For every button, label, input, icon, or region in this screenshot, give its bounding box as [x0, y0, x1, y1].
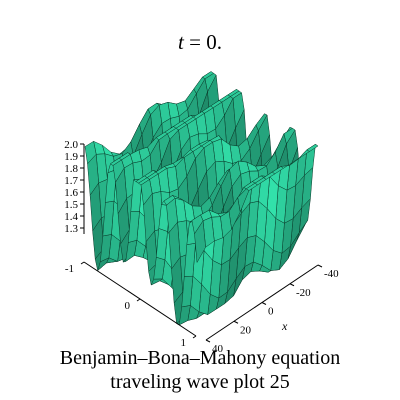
x-tick	[205, 339, 211, 343]
y-tick	[80, 261, 85, 265]
x-tick-label: -40	[324, 268, 339, 280]
x-tick	[289, 283, 295, 287]
axes: 2.01.91.81.71.61.51.41.3 -1 0 1 -40 -20 0 20 40 x	[64, 139, 339, 355]
y-tick-label: 1	[181, 337, 187, 349]
y-tick-label: 0	[125, 300, 131, 312]
x-tick-label: 0	[268, 306, 274, 318]
z-tick-label: 1.8	[64, 163, 78, 175]
surface-patch	[194, 220, 206, 264]
z-tick-label: 1.9	[64, 151, 78, 163]
z-tick-label: 1.6	[64, 187, 78, 199]
caption-line-2: traveling wave plot 25	[110, 371, 290, 393]
surface-mesh	[84, 70, 319, 326]
x-tick-label: -20	[296, 287, 311, 299]
x-axis-label: x	[281, 319, 288, 333]
z-tick-label: 1.3	[64, 223, 78, 235]
z-tick-label: 1.4	[64, 211, 78, 223]
x-tick	[317, 264, 323, 268]
y-tick	[136, 298, 141, 302]
x-tick-label: 40	[212, 343, 224, 355]
x-tick	[233, 320, 239, 324]
z-tick-label: 1.7	[64, 175, 78, 187]
chart-title: t = 0.	[0, 30, 400, 55]
caption-line-1: Benjamin–Bona–Mahony equation	[59, 347, 341, 369]
z-tick-label: 1.5	[64, 199, 78, 211]
y-tick-label: -1	[65, 263, 74, 275]
x-tick-label: 20	[240, 324, 252, 336]
title-variable: t	[178, 30, 184, 54]
z-tick-label: 2.0	[64, 139, 78, 151]
y-tick	[192, 335, 197, 339]
title-value: = 0.	[183, 30, 222, 54]
x-tick	[261, 302, 267, 305]
